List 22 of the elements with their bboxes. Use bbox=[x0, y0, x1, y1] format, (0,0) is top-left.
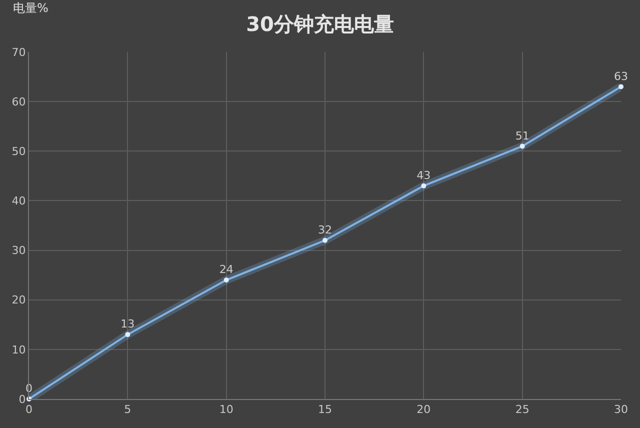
x-tick-label: 15 bbox=[318, 403, 332, 416]
y-axis-title: 电量% bbox=[13, 1, 48, 15]
y-tick-label: 70 bbox=[12, 46, 26, 59]
data-label: 13 bbox=[120, 318, 135, 331]
y-tick-label: 60 bbox=[12, 95, 26, 108]
data-label: 32 bbox=[318, 223, 332, 236]
y-tick-label: 0 bbox=[18, 392, 26, 406]
x-tick-label: 30 bbox=[614, 403, 628, 416]
data-label: 24 bbox=[219, 263, 234, 276]
x-tick-label: 25 bbox=[515, 403, 530, 416]
y-tick-label: 20 bbox=[12, 294, 26, 307]
y-tick-label: 40 bbox=[12, 194, 26, 208]
chart-title: 30分钟充电电量 bbox=[246, 12, 394, 36]
y-tick-label: 10 bbox=[12, 343, 26, 356]
x-tick-label: 5 bbox=[124, 403, 132, 416]
x-tick-label: 10 bbox=[219, 403, 234, 416]
y-tick-label: 50 bbox=[12, 144, 26, 158]
data-label: 43 bbox=[416, 168, 431, 182]
x-tick-label: 20 bbox=[416, 403, 431, 416]
data-label: 51 bbox=[515, 129, 530, 142]
y-tick-label: 30 bbox=[12, 244, 26, 258]
data-label: 63 bbox=[614, 70, 628, 83]
